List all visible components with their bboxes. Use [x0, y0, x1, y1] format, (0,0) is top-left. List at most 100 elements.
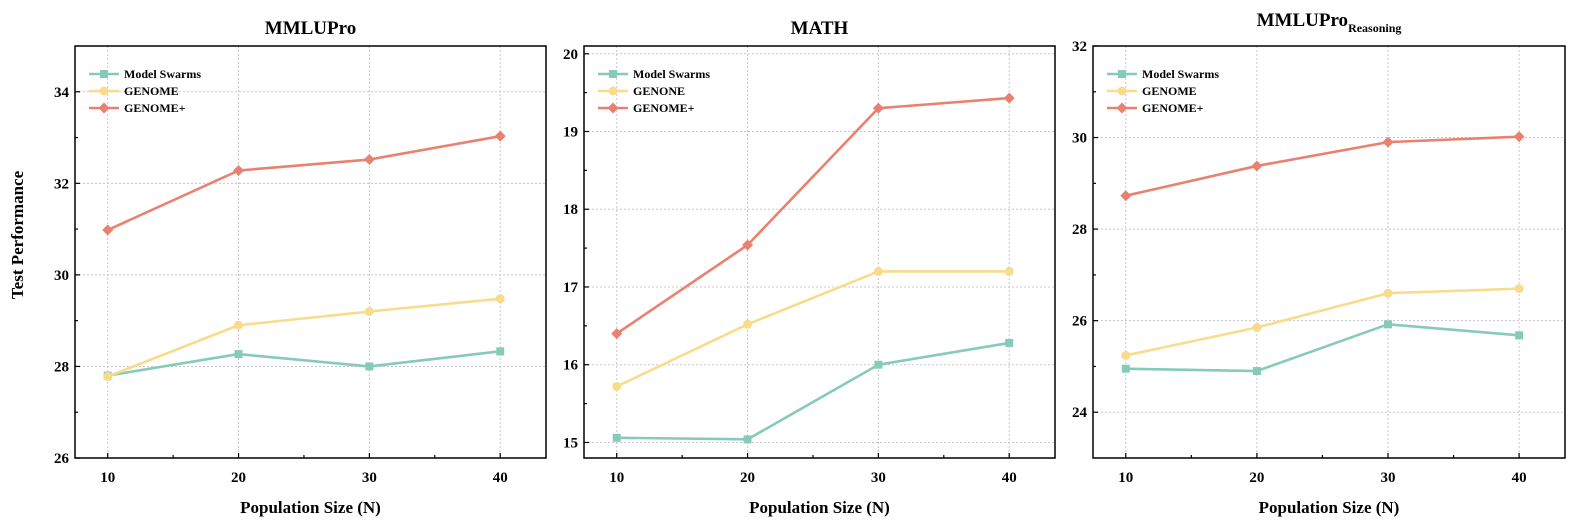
data-point [873, 266, 883, 276]
x-tick-label: 40 [1512, 470, 1527, 486]
data-point [494, 130, 506, 142]
data-point [103, 372, 113, 382]
chart-panel-1: 26 28 30 32 34 10 20 30 40 MMLUPro Population Size… [54, 18, 547, 517]
data-point [233, 165, 245, 177]
data-point [1252, 323, 1262, 333]
data-point [1120, 190, 1132, 202]
y-tick-label: 30 [1072, 131, 1087, 147]
data-point [1382, 136, 1394, 148]
series-model-swarms [103, 347, 505, 380]
data-point [1121, 350, 1131, 360]
data-point [872, 102, 884, 114]
x-tick-label: 30 [871, 470, 886, 486]
data-point [1513, 131, 1525, 143]
data-point [1514, 284, 1524, 294]
data-point [1251, 160, 1263, 172]
series-genone [612, 266, 1014, 391]
series-genome- [102, 130, 506, 236]
series-line [615, 96, 1010, 335]
data-point [743, 435, 752, 444]
legend-entry: GENOME [1142, 84, 1197, 98]
data-point [363, 154, 375, 166]
legend-entry: GENOME+ [124, 101, 186, 115]
x-tick-label: 40 [1002, 470, 1017, 486]
data-point [495, 294, 505, 304]
legend-marker [1118, 70, 1126, 78]
legend-marker [1117, 86, 1127, 96]
chart-panel-2: 15 16 17 18 19 20 10 20 30 40 MATH Population Size … [563, 18, 1056, 517]
data-point [234, 350, 243, 359]
chart-panels: 26 28 30 32 34 10 20 30 40 MMLUPro Population Size… [54, 10, 1566, 517]
y-tick-label: 16 [563, 358, 579, 374]
data-point [612, 433, 621, 442]
series-line [1125, 287, 1520, 357]
data-point [1121, 364, 1130, 373]
legend-entry: GENOME [124, 84, 179, 98]
plot-frame [583, 45, 1056, 459]
legend: Model Swarms GENONE GENOME+ [598, 67, 710, 115]
x-tick-label: 10 [1118, 470, 1133, 486]
y-tick-label: 34 [54, 85, 70, 101]
legend: Model Swarms GENOME GENOME+ [1107, 67, 1219, 115]
data-point [742, 239, 754, 251]
chart-title: MATH [791, 18, 849, 39]
data-point [365, 362, 374, 371]
legend-entry: GENOME+ [1142, 101, 1204, 115]
data-point [743, 319, 753, 329]
x-tick-label: 30 [362, 470, 377, 486]
series-line [1125, 135, 1520, 197]
data-point [1004, 266, 1014, 276]
legend-marker [609, 70, 617, 78]
series-line [616, 341, 1010, 441]
y-tick-label: 20 [563, 47, 578, 63]
chart-panel-3: 24 26 28 30 32 10 20 30 40 MMLUProReasoning Popula… [1072, 10, 1566, 517]
series-line [107, 297, 501, 378]
series-line [1125, 323, 1520, 373]
legend-marker [98, 102, 110, 114]
x-tick-label: 40 [493, 470, 508, 486]
series-genome- [611, 92, 1015, 340]
data-point [1252, 367, 1261, 376]
legend-marker [100, 70, 108, 78]
y-tick-label: 18 [563, 202, 578, 218]
y-tick-label: 26 [1072, 314, 1088, 330]
legend: Model Swarms GENOME GENOME+ [89, 67, 201, 115]
y-tick-label: 32 [54, 176, 69, 192]
plot-frame [74, 45, 547, 459]
series-line [616, 270, 1010, 388]
x-axis-label: Population Size (N) [240, 498, 381, 517]
data-point [1384, 320, 1392, 329]
y-tick-label: 24 [1072, 405, 1088, 421]
x-axis-label: Population Size (N) [749, 498, 890, 517]
series-model-swarms [1121, 320, 1524, 376]
y-tick-label: 26 [54, 451, 70, 467]
data-point [874, 360, 883, 369]
x-tick-label: 20 [740, 470, 755, 486]
legend-marker [99, 86, 109, 96]
y-tick-label: 28 [1072, 222, 1087, 238]
chart-title: MMLUProReasoning [1257, 10, 1402, 35]
data-point [496, 347, 505, 356]
y-tick-label: 30 [54, 268, 69, 284]
chart-title: MMLUPro [265, 18, 356, 39]
series-genome [103, 294, 505, 382]
series-genome- [1120, 131, 1525, 202]
y-tick-label: 32 [1072, 39, 1087, 55]
legend-entry: Model Swarms [633, 67, 710, 81]
legend-marker [1116, 102, 1128, 114]
y-tick-label: 15 [563, 435, 578, 451]
legend-entry: GENOME+ [633, 101, 695, 115]
data-point [1003, 92, 1015, 104]
series-genome [1121, 284, 1524, 360]
legend-marker [608, 86, 618, 96]
y-tick-label: 17 [563, 280, 579, 296]
data-point [234, 320, 244, 330]
legend-entry: GENONE [633, 84, 685, 98]
x-axis-label: Population Size (N) [1259, 498, 1400, 517]
x-tick-label: 10 [609, 470, 624, 486]
series-model-swarms [612, 338, 1014, 444]
x-tick-label: 20 [231, 470, 246, 486]
legend-entry: Model Swarms [1142, 67, 1219, 81]
series-line [107, 350, 501, 377]
